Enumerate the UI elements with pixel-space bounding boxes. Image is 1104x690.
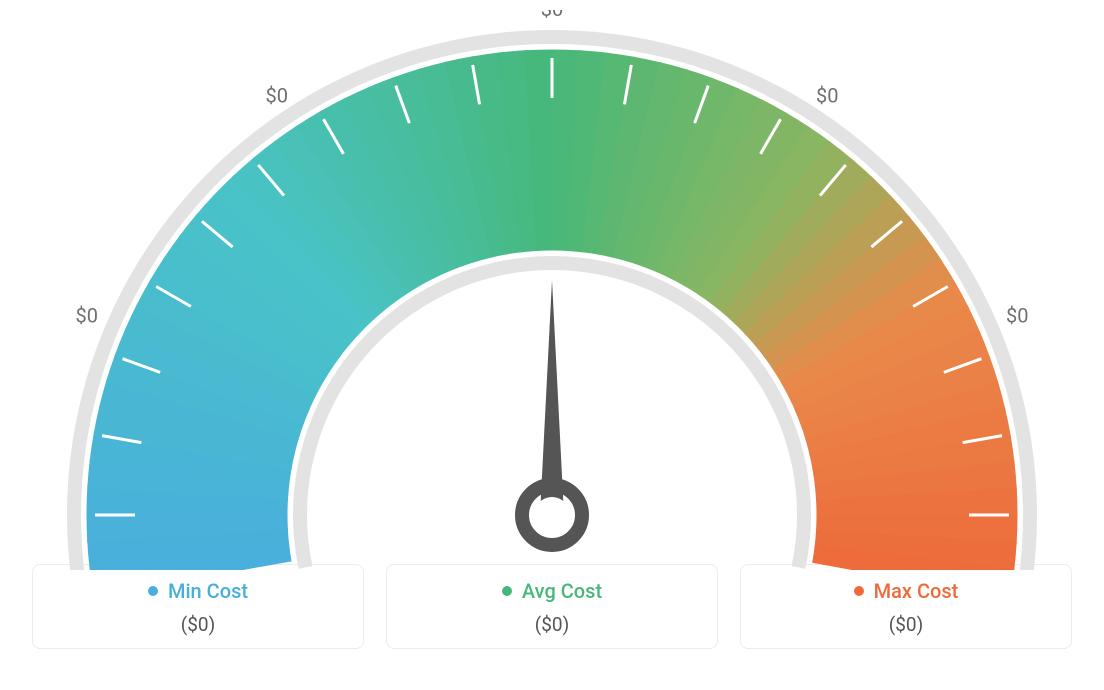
legend-label-text: Max Cost — [874, 579, 959, 603]
tick-label: $0 — [1006, 304, 1028, 328]
dot-icon — [148, 586, 158, 596]
legend-value-max: ($0) — [741, 613, 1071, 636]
gauge-svg: $0$0$0$0$0$0$0 — [22, 10, 1082, 570]
legend-value-min: ($0) — [33, 613, 363, 636]
legend-label-max: Max Cost — [854, 579, 959, 603]
legend-row: Min Cost ($0) Avg Cost ($0) Max Cost ($0… — [0, 564, 1104, 649]
legend-label-text: Avg Cost — [522, 579, 602, 603]
legend-label-text: Min Cost — [168, 579, 248, 603]
tick-label: $0 — [75, 304, 97, 328]
tick-label: $0 — [541, 10, 563, 21]
legend-card-avg: Avg Cost ($0) — [386, 564, 718, 649]
legend-card-min: Min Cost ($0) — [32, 564, 364, 649]
legend-card-max: Max Cost ($0) — [740, 564, 1072, 649]
gauge-chart: $0$0$0$0$0$0$0 — [0, 0, 1104, 560]
tick-label: $0 — [816, 83, 838, 107]
dot-icon — [502, 586, 512, 596]
legend-label-avg: Avg Cost — [502, 579, 602, 603]
dot-icon — [854, 586, 864, 596]
tick-label: $0 — [265, 83, 287, 107]
legend-value-avg: ($0) — [387, 613, 717, 636]
legend-label-min: Min Cost — [148, 579, 248, 603]
